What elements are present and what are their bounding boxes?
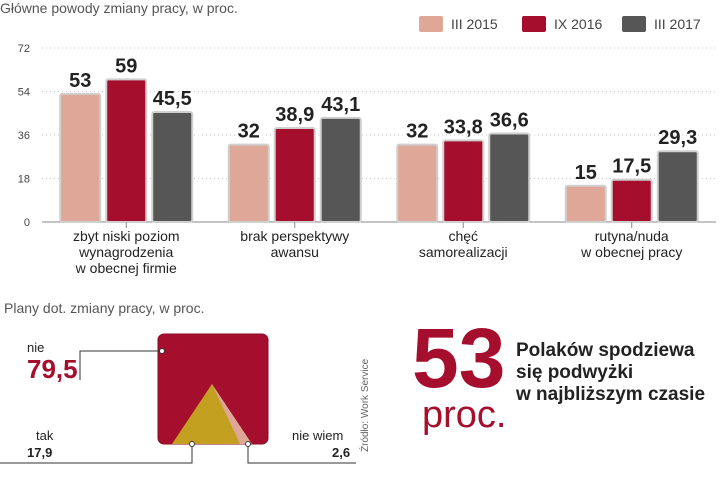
bar (105, 78, 148, 223)
bar (656, 150, 699, 223)
bar (59, 92, 102, 223)
legend-item-2015: III 2015 (419, 16, 498, 32)
y-tick-label: 54 (18, 87, 30, 99)
leader-dot-tak (189, 441, 195, 447)
bar-value-label: 17,5 (612, 156, 651, 178)
leader-line-nie (79, 350, 162, 380)
bar (488, 132, 531, 223)
x-category-label: chęć (448, 228, 478, 244)
bar (273, 126, 316, 223)
pie-value-nie: 79,5 (27, 354, 78, 384)
bar-value-label: 32 (238, 121, 260, 143)
bar-value-label: 59 (115, 55, 137, 77)
pie-value-tak: 17,9 (27, 445, 53, 460)
highlight-line-2: się podwyżki (516, 362, 634, 383)
bar-value-label: 29,3 (658, 127, 697, 149)
legend-swatch-2016 (522, 16, 546, 32)
source-text: Źródło: Work Service (360, 358, 371, 452)
leader-dot-nie-wiem (245, 441, 251, 447)
bar-value-label: 15 (575, 162, 597, 184)
highlight-unit: proc. (422, 394, 507, 436)
bar-value-label: 53 (69, 70, 91, 92)
bar (442, 139, 485, 223)
bar (610, 178, 653, 223)
bar-value-label: 32 (406, 121, 428, 143)
bar-value-label: 38,9 (275, 104, 314, 126)
highlight-number: 53 (412, 311, 506, 405)
bar-value-label: 36,6 (490, 110, 529, 132)
pie-square (157, 333, 269, 445)
legend-label-2015: III 2015 (451, 16, 498, 32)
bar (151, 111, 194, 223)
leader-line-nie-wiem (247, 444, 356, 464)
source-note: Źródło: Work Service (360, 356, 376, 456)
bar (319, 116, 362, 223)
x-category-label: zbyt niski poziom (73, 228, 180, 244)
legend-label-2016: IX 2016 (554, 16, 603, 32)
legend-item-2016: IX 2016 (522, 16, 602, 32)
bar-chart-title: Główne powody zmiany pracy, w proc. (0, 0, 238, 16)
leader-dot-nie (159, 348, 165, 354)
x-category-label: samorealizacji (419, 244, 508, 260)
x-category-label: wynagrodzenia (78, 244, 173, 260)
bar (564, 184, 607, 223)
x-category-label: w obecnej firmie (75, 260, 177, 276)
legend-swatch-2015 (419, 16, 443, 32)
legend-swatch-2017 (622, 16, 646, 32)
y-tick-label: 0 (24, 217, 30, 229)
slice-tak (172, 384, 240, 444)
pie-value-nie-wiem: 2,6 (332, 445, 351, 460)
bar-chart: 0 18 36 54 72 53 59 45,5 zbyt niski poziomwynagr… (18, 43, 716, 276)
legend-label-2017: III 2017 (654, 16, 701, 32)
leader-line-tak (0, 444, 193, 464)
x-category-label: awansu (271, 244, 319, 260)
x-category-label: rutyna/nuda (595, 228, 669, 244)
y-tick-label: 36 (18, 130, 30, 142)
bar (396, 143, 439, 224)
legend-item-2017: III 2017 (622, 16, 701, 32)
y-tick-label: 18 (18, 174, 30, 186)
highlight-line-3: w najbliższym czasie (516, 384, 706, 405)
pie-chart-title: Plany dot. zmiany pracy, w proc. (4, 300, 205, 316)
highlight-line-1: Polaków spodziewa (516, 340, 695, 361)
y-tick-label: 72 (18, 43, 30, 55)
bar-value-label: 33,8 (444, 116, 483, 138)
pie-label-nie: nie (27, 340, 45, 355)
bar (227, 143, 270, 224)
pie-label-nie-wiem: nie wiem (292, 428, 344, 443)
pie-label-tak: tak (36, 428, 54, 443)
pie-chart (0, 333, 356, 464)
x-category-label: w obecnej pracy (580, 244, 682, 260)
bar-value-label: 43,1 (321, 94, 360, 116)
highlight-text: Polaków spodziewa się podwyżki w najbliż… (516, 340, 716, 406)
x-category-label: brak perspektywy (240, 228, 349, 244)
bar-value-label: 45,5 (153, 88, 192, 110)
